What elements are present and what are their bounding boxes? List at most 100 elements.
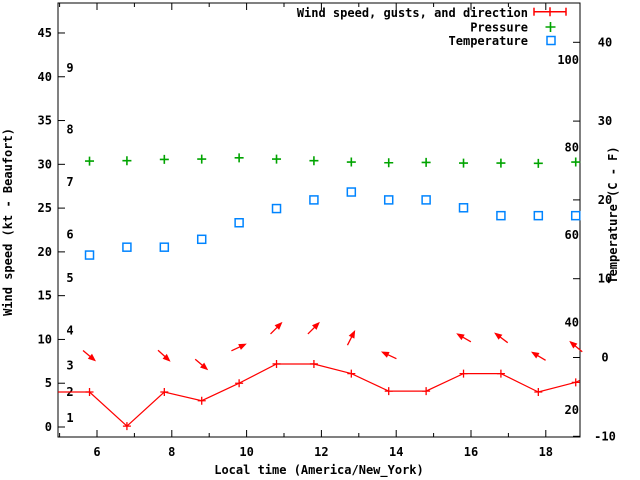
wind-speed-tick-label: 5 <box>45 376 52 390</box>
wind-speed-point <box>571 378 580 387</box>
wind-speed-tick-label: 15 <box>38 289 52 303</box>
legend-sample-pressure <box>545 22 556 32</box>
beaufort-scale-label: 8 <box>66 122 73 136</box>
x-axis-tick-label: 10 <box>239 445 253 459</box>
pressure-point <box>197 154 207 164</box>
temperature-c-tick-label: -10 <box>594 429 616 443</box>
legend-label-wind: Wind speed, gusts, and direction <box>297 6 528 20</box>
temperature-f-scale-label: 60 <box>565 228 579 242</box>
legend-label-temperature: Temperature <box>449 34 528 48</box>
wind-speed-point <box>235 379 244 388</box>
beaufort-scale-label: 4 <box>66 324 73 338</box>
pressure-point <box>234 153 244 163</box>
temperature-c-tick-label: 10 <box>598 272 612 286</box>
temperature-point <box>421 195 431 205</box>
wind-speed-point <box>384 387 393 396</box>
temperature-c-tick-label: 0 <box>601 351 608 365</box>
temperature-point <box>122 242 132 252</box>
wind-speed-line <box>58 363 580 427</box>
wind-direction-arrow-head <box>238 343 247 350</box>
wind-speed-point <box>496 369 505 378</box>
pressure-point <box>122 156 132 166</box>
temperature-point <box>346 187 357 197</box>
temperature-point <box>383 195 394 205</box>
temperature-point <box>196 234 207 245</box>
x-axis-tick-label: 8 <box>168 445 175 459</box>
wind-direction-arrow-head <box>200 362 209 371</box>
temperature-c-tick-label: 30 <box>598 114 612 128</box>
temperature-f-scale-label: 40 <box>565 315 579 329</box>
beaufort-scale-label: 7 <box>66 175 73 189</box>
temperature-point <box>309 195 319 205</box>
wind-direction-arrow-head <box>274 321 283 330</box>
x-axis-title: Local time (America/New_York) <box>214 463 424 478</box>
pressure-point <box>346 157 356 167</box>
wind-direction-arrow-head <box>456 333 465 341</box>
wind-speed-axis-title: Wind speed (kt - Beaufort) <box>1 128 15 316</box>
wind-speed-tick-label: 35 <box>38 114 52 128</box>
pressure-point <box>85 156 95 166</box>
pressure-point <box>159 154 169 164</box>
temperature-point <box>458 203 469 213</box>
temperature-axis-title: Temperature (C - F) <box>606 146 620 283</box>
pressure-point <box>496 158 506 168</box>
wind-speed-point <box>197 396 206 405</box>
beaufort-scale-label: 6 <box>66 227 73 241</box>
beaufort-scale-label: 3 <box>66 359 73 373</box>
x-axis-tick-label: 12 <box>314 445 328 459</box>
pressure-point <box>384 158 394 168</box>
wind-direction-arrow-head <box>312 321 320 330</box>
pressure-point <box>421 157 431 167</box>
temperature-point <box>496 210 506 221</box>
wind-speed-point <box>459 369 468 378</box>
wind-speed-tick-label: 40 <box>38 70 52 84</box>
temperature-point <box>84 250 95 260</box>
pressure-point <box>309 156 319 166</box>
wind-speed-point <box>122 422 131 431</box>
wind-speed-tick-label: 0 <box>45 420 52 434</box>
legend-sample-temperature <box>546 35 556 46</box>
temperature-point <box>533 210 544 221</box>
wind-speed-tick-label: 25 <box>38 201 52 215</box>
wind-speed-tick-label: 10 <box>38 332 52 346</box>
pressure-point <box>571 157 581 167</box>
legend-sample-wind-point <box>545 7 555 17</box>
wind-speed-point <box>422 387 431 396</box>
temperature-f-scale-label: 80 <box>565 140 579 154</box>
wind-speed-point <box>347 369 356 378</box>
beaufort-scale-label: 9 <box>66 61 73 75</box>
pressure-point <box>459 158 469 168</box>
wind-speed-point <box>272 359 281 368</box>
wind-speed-point <box>85 387 94 396</box>
pressure-point <box>272 154 282 164</box>
wind-direction-arrow-head <box>348 330 356 339</box>
wind-speed-point <box>309 359 318 368</box>
wind-direction-arrow-head <box>494 332 503 340</box>
x-axis-tick-label: 16 <box>464 445 478 459</box>
pressure-point <box>533 158 543 168</box>
x-axis-tick-label: 6 <box>93 445 100 459</box>
wind-speed-tick-label: 45 <box>38 26 52 40</box>
temperature-point <box>271 203 282 214</box>
wind-direction-arrow-head <box>569 340 578 349</box>
wind-speed-point <box>160 387 169 396</box>
legend-label-pressure: Pressure <box>470 21 528 35</box>
temperature-point <box>570 210 581 221</box>
wind-speed-point <box>534 387 543 396</box>
wind-speed-tick-label: 30 <box>38 157 52 171</box>
temperature-point <box>159 242 170 252</box>
beaufort-scale-label: 5 <box>66 271 73 285</box>
temperature-f-scale-label: 20 <box>565 403 579 417</box>
wind-direction-arrow-head <box>162 353 171 362</box>
x-axis-tick-label: 14 <box>389 445 403 459</box>
temperature-c-tick-label: 40 <box>598 35 612 49</box>
wind-direction-arrow-head <box>87 353 96 362</box>
wind-direction-arrow-head <box>381 351 390 358</box>
temperature-c-tick-label: 20 <box>598 193 612 207</box>
temperature-point <box>234 218 244 228</box>
x-axis-tick-label: 18 <box>539 445 553 459</box>
wind-direction-arrow-head <box>531 351 540 359</box>
temperature-f-scale-label: 100 <box>557 53 579 67</box>
